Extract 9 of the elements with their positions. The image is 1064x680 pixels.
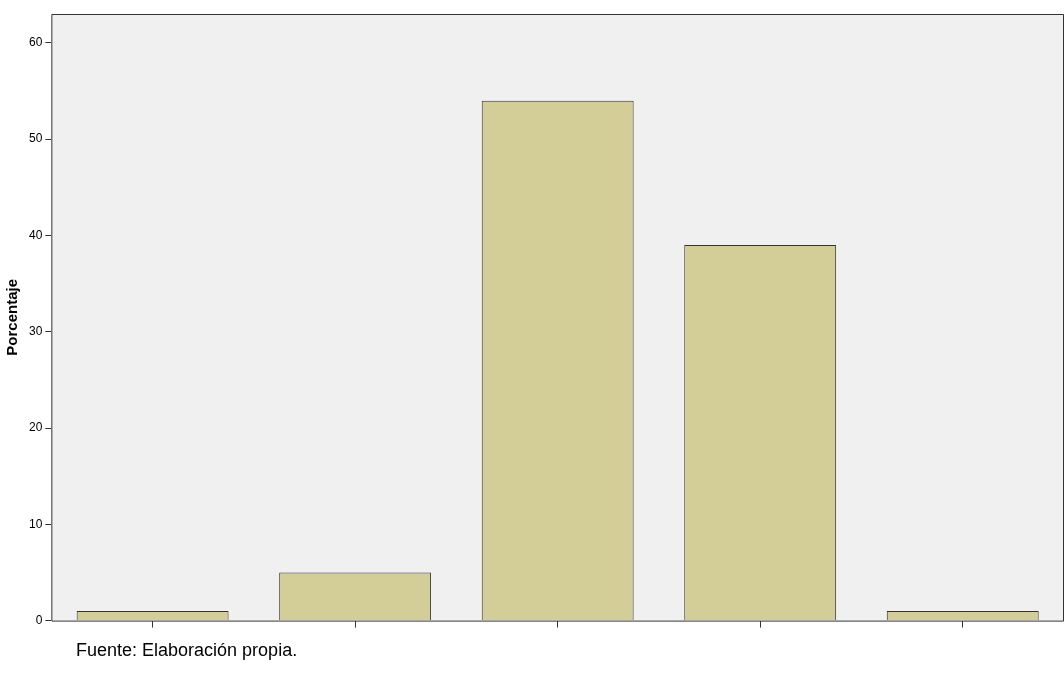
y-tick-label: 20 <box>28 420 43 435</box>
y-tick-label: 30 <box>28 324 43 339</box>
y-tick-label: 0 <box>35 612 43 627</box>
y-tick-label: 60 <box>28 35 43 50</box>
y-tick-label: 40 <box>28 227 43 242</box>
y-axis-title: Porcentaje <box>3 278 21 356</box>
y-tick-label: 50 <box>28 131 43 146</box>
y-tick-label: 10 <box>28 516 43 531</box>
source-note: Fuente: Elaboración propia. <box>76 640 298 661</box>
